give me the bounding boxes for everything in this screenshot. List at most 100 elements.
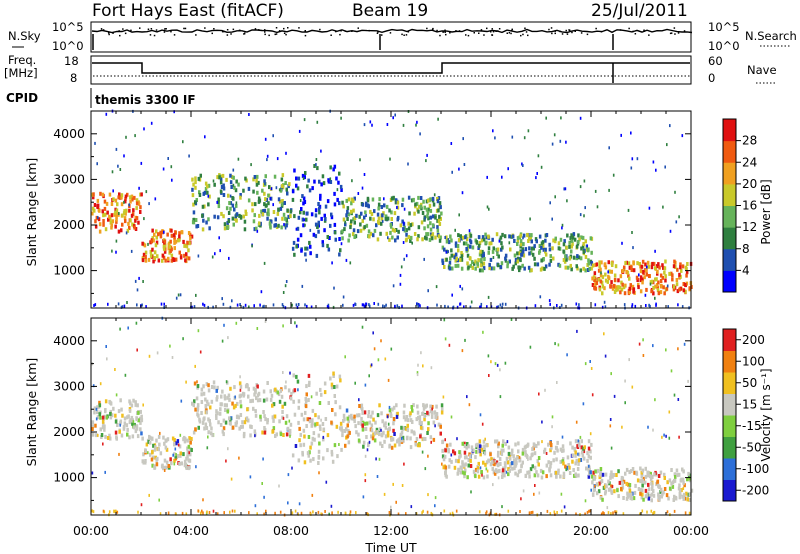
range-cell <box>93 406 97 411</box>
range-cell <box>522 489 525 493</box>
range-cell <box>350 416 353 421</box>
range-cell <box>190 234 194 239</box>
range-cell <box>345 198 348 203</box>
range-cell <box>201 420 205 425</box>
range-cell <box>255 182 259 187</box>
range-cell <box>240 214 243 218</box>
range-cell <box>194 218 198 222</box>
range-cell <box>663 476 666 480</box>
range-cell <box>154 445 157 450</box>
range-cell <box>133 195 136 200</box>
range-cell <box>192 430 196 435</box>
range-cell <box>207 383 210 388</box>
range-cell <box>436 218 439 223</box>
range-cell <box>590 488 592 492</box>
range-cell <box>448 458 451 463</box>
range-cell <box>173 462 176 466</box>
range-cell <box>350 219 353 224</box>
range-cell <box>516 473 520 478</box>
range-cell <box>216 175 219 180</box>
range-cell <box>639 278 642 283</box>
range-cell <box>437 422 441 427</box>
range-cell <box>318 471 320 475</box>
range-cell <box>368 374 370 378</box>
range-cell <box>504 464 507 469</box>
range-cell <box>593 487 596 492</box>
range-cell <box>607 260 610 265</box>
range-cell <box>219 423 223 427</box>
range-cell <box>581 244 585 249</box>
range-cell <box>678 287 681 292</box>
range-cell <box>463 305 465 309</box>
range-cell <box>558 263 562 268</box>
range-cell <box>666 143 668 147</box>
range-cell <box>295 324 298 328</box>
range-cell <box>561 435 564 439</box>
range-cell <box>259 414 262 419</box>
range-cell <box>583 445 586 450</box>
range-cell <box>432 437 436 442</box>
noise-panel: N.Sky 10^5 10^0 10^5 10^0 N.Search <box>8 20 797 53</box>
range-cell <box>306 184 309 189</box>
range-cell <box>676 289 680 294</box>
range-cell <box>327 305 330 309</box>
range-cell <box>661 263 664 268</box>
range-cell <box>393 228 396 233</box>
range-cell <box>549 461 553 466</box>
range-cell <box>150 436 154 441</box>
range-cell <box>636 157 639 161</box>
range-cell <box>262 457 264 461</box>
range-cell <box>297 420 300 425</box>
range-cell <box>192 403 195 408</box>
range-cell <box>258 221 261 226</box>
range-cell <box>392 421 395 426</box>
range-cell <box>301 173 305 178</box>
range-cell <box>173 442 176 447</box>
range-cell <box>377 202 381 207</box>
range-cell <box>286 191 289 196</box>
range-cell <box>392 428 395 433</box>
range-cell <box>533 262 537 267</box>
range-cell <box>464 235 467 240</box>
range-cell <box>639 289 643 294</box>
range-cell <box>613 277 617 282</box>
range-cell <box>121 305 124 309</box>
range-cell <box>579 213 582 217</box>
range-cell <box>463 441 466 446</box>
range-cell <box>130 194 134 199</box>
range-cell <box>129 218 132 223</box>
range-cell <box>485 467 488 471</box>
range-cell <box>663 487 667 491</box>
range-cell <box>315 253 319 258</box>
range-cell <box>217 197 220 202</box>
range-cell <box>483 444 486 449</box>
range-cell <box>537 456 541 460</box>
range-cell <box>441 439 445 444</box>
range-cell <box>346 209 349 214</box>
colorbar-swatch <box>723 479 736 502</box>
range-cell <box>467 265 470 270</box>
range-cell <box>219 180 223 185</box>
range-cell <box>462 463 466 468</box>
range-cell <box>427 493 429 497</box>
range-cell <box>563 239 566 244</box>
range-cell <box>617 278 620 283</box>
range-cell <box>195 198 198 202</box>
range-cell <box>226 409 229 414</box>
range-cell <box>323 213 326 218</box>
range-cell <box>136 303 138 307</box>
range-cell <box>549 201 551 205</box>
range-cell <box>232 183 235 187</box>
range-cell <box>418 415 422 420</box>
range-cell <box>507 467 510 472</box>
range-cell <box>511 135 514 139</box>
plot-title-beam: Beam 19 <box>352 1 428 21</box>
range-cell <box>429 215 432 220</box>
range-cell <box>297 303 300 306</box>
range-cell <box>342 204 345 209</box>
range-cell <box>460 254 464 259</box>
range-cell <box>373 302 375 305</box>
range-cell <box>178 234 181 239</box>
range-cell <box>169 344 171 348</box>
